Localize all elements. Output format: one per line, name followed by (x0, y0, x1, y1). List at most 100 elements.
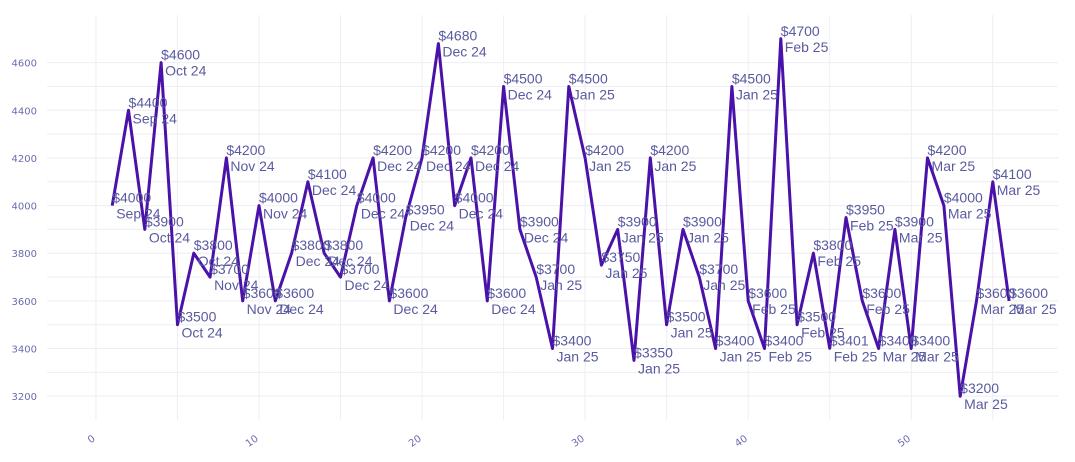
price-label: $3500 (797, 309, 836, 325)
price-label: $4680 (438, 28, 477, 44)
price-label: $4000 (357, 190, 396, 206)
price-label: $3600 (862, 285, 901, 301)
price-label: $4200 (650, 142, 689, 158)
price-label: $4100 (993, 166, 1032, 182)
month-label: Jan 25 (557, 349, 599, 365)
month-label: Jan 25 (540, 277, 582, 293)
month-label: Dec 24 (296, 253, 341, 269)
price-label: $3400 (879, 333, 918, 349)
price-label: $3600 (243, 285, 282, 301)
month-label: Feb 25 (866, 301, 910, 317)
month-label: Jan 25 (736, 86, 778, 102)
month-label: Dec 24 (377, 158, 422, 174)
month-label: Nov 24 (230, 158, 275, 174)
month-label: Mar 25 (932, 158, 976, 174)
price-label: $3200 (960, 380, 999, 396)
price-label: $3700 (699, 261, 738, 277)
month-label: Dec 24 (312, 182, 357, 198)
month-label: Feb 25 (801, 325, 845, 341)
price-label: $3700 (210, 261, 249, 277)
month-label: Feb 25 (752, 301, 796, 317)
price-series-line (110, 37, 1011, 398)
x-tick-label: 20 (407, 433, 424, 449)
month-label: Nov 24 (214, 277, 259, 293)
price-label: $3700 (536, 261, 575, 277)
month-label: Jan 25 (605, 265, 647, 281)
price-label: $3900 (895, 213, 934, 229)
price-label: $3600 (487, 285, 526, 301)
month-label: Nov 24 (263, 206, 308, 222)
price-label: $4400 (129, 94, 168, 110)
price-label: $4500 (732, 70, 771, 86)
price-label: $4200 (928, 142, 967, 158)
price-label: $4000 (455, 190, 494, 206)
y-tick-label: 4000 (12, 202, 37, 213)
price-label: $3700 (341, 261, 380, 277)
month-label: Oct 24 (198, 253, 239, 269)
month-label: Jan 25 (671, 325, 713, 341)
price-label: $3900 (683, 213, 722, 229)
price-label: $4500 (569, 70, 608, 86)
month-label: Jan 25 (589, 158, 631, 174)
month-label: Dec 24 (361, 206, 406, 222)
month-label: Dec 24 (475, 158, 520, 174)
price-label: $4100 (308, 166, 347, 182)
x-tick-label: 30 (570, 433, 587, 449)
y-tick-label: 3800 (12, 249, 37, 260)
price-label: $3401 (830, 332, 869, 348)
month-label: Mar 25 (964, 396, 1008, 412)
price-label: $4000 (259, 190, 298, 206)
price-label: $3500 (667, 309, 706, 325)
y-tick-label: 4600 (12, 59, 37, 70)
price-label: $3400 (911, 333, 950, 349)
month-label: Sep 24 (116, 206, 161, 222)
month-label: Dec 24 (426, 158, 471, 174)
y-axis-tick-labels: 3200 3400 3600 3800 4000 4200 4400 4600 (12, 59, 37, 404)
price-label: $4200 (373, 142, 412, 158)
month-label: Mar 25 (915, 349, 959, 365)
price-label: $3600 (275, 285, 314, 301)
price-label: $3900 (145, 213, 184, 229)
y-gridlines (47, 62, 1058, 397)
price-label: $3400 (553, 333, 592, 349)
price-label: $4000 (112, 190, 151, 206)
price-label: $3950 (406, 202, 445, 218)
price-label: $3950 (846, 202, 885, 218)
month-label: Dec 24 (279, 301, 324, 317)
y-tick-label: 4400 (12, 106, 37, 117)
y-tick-label: 3200 (12, 392, 37, 403)
month-label: Mar 25 (1013, 301, 1057, 317)
x-gridlines (95, 15, 994, 420)
price-label: $3900 (618, 213, 657, 229)
price-label: $4200 (585, 142, 624, 158)
price-label: $3400 (764, 333, 803, 349)
month-label: Dec 24 (491, 301, 536, 317)
